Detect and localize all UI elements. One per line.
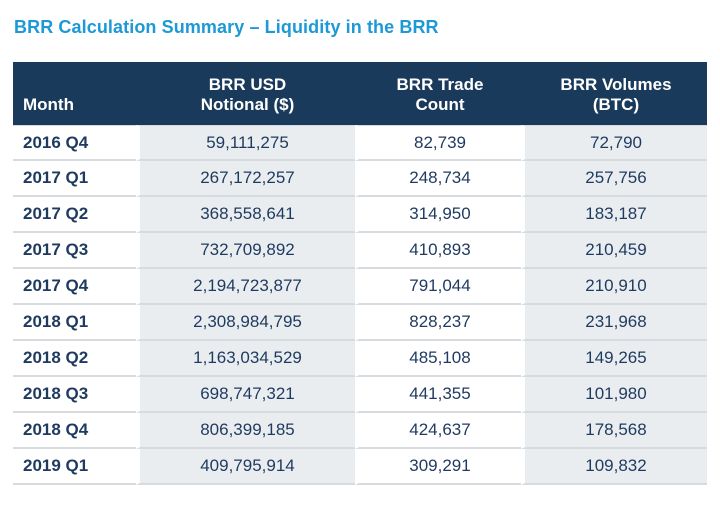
cell-volumes-btc: 101,980 <box>521 377 707 413</box>
cell-usd-notional: 1,163,034,529 <box>136 341 355 377</box>
column-header-volumes-btc: BRR Volumes (BTC) <box>521 62 707 125</box>
cell-month: 2018 Q2 <box>13 341 136 377</box>
cell-month: 2018 Q1 <box>13 305 136 341</box>
cell-month: 2017 Q2 <box>13 197 136 233</box>
cell-trade-count: 309,291 <box>355 449 521 485</box>
cell-trade-count: 791,044 <box>355 269 521 305</box>
cell-usd-notional: 267,172,257 <box>136 161 355 197</box>
cell-month: 2019 Q1 <box>13 449 136 485</box>
column-header-trade-count: BRR Trade Count <box>355 62 521 125</box>
cell-volumes-btc: 183,187 <box>521 197 707 233</box>
cell-trade-count: 424,637 <box>355 413 521 449</box>
cell-month: 2016 Q4 <box>13 125 136 161</box>
cell-month: 2017 Q1 <box>13 161 136 197</box>
cell-trade-count: 441,355 <box>355 377 521 413</box>
cell-usd-notional: 2,194,723,877 <box>136 269 355 305</box>
table-row: 2018 Q2 1,163,034,529 485,108 149,265 <box>13 341 707 377</box>
cell-month: 2018 Q3 <box>13 377 136 413</box>
cell-usd-notional: 732,709,892 <box>136 233 355 269</box>
cell-volumes-btc: 210,910 <box>521 269 707 305</box>
cell-month: 2017 Q3 <box>13 233 136 269</box>
cell-month: 2017 Q4 <box>13 269 136 305</box>
cell-volumes-btc: 257,756 <box>521 161 707 197</box>
cell-trade-count: 248,734 <box>355 161 521 197</box>
cell-trade-count: 828,237 <box>355 305 521 341</box>
cell-volumes-btc: 149,265 <box>521 341 707 377</box>
cell-volumes-btc: 178,568 <box>521 413 707 449</box>
cell-trade-count: 314,950 <box>355 197 521 233</box>
brr-liquidity-table: Month BRR USD Notional ($) BRR Trade Cou… <box>13 62 707 485</box>
cell-volumes-btc: 210,459 <box>521 233 707 269</box>
cell-usd-notional: 2,308,984,795 <box>136 305 355 341</box>
cell-month: 2018 Q4 <box>13 413 136 449</box>
cell-trade-count: 410,893 <box>355 233 521 269</box>
cell-volumes-btc: 72,790 <box>521 125 707 161</box>
table-row: 2017 Q1 267,172,257 248,734 257,756 <box>13 161 707 197</box>
cell-usd-notional: 698,747,321 <box>136 377 355 413</box>
table-row: 2018 Q1 2,308,984,795 828,237 231,968 <box>13 305 707 341</box>
column-header-usd-notional: BRR USD Notional ($) <box>136 62 355 125</box>
cell-usd-notional: 368,558,641 <box>136 197 355 233</box>
table-row: 2019 Q1 409,795,914 309,291 109,832 <box>13 449 707 485</box>
table-row: 2017 Q4 2,194,723,877 791,044 210,910 <box>13 269 707 305</box>
cell-volumes-btc: 231,968 <box>521 305 707 341</box>
table-row: 2017 Q2 368,558,641 314,950 183,187 <box>13 197 707 233</box>
table-row: 2016 Q4 59,111,275 82,739 72,790 <box>13 125 707 161</box>
table-row: 2018 Q3 698,747,321 441,355 101,980 <box>13 377 707 413</box>
cell-usd-notional: 806,399,185 <box>136 413 355 449</box>
cell-trade-count: 82,739 <box>355 125 521 161</box>
page-title: BRR Calculation Summary – Liquidity in t… <box>14 17 439 37</box>
cell-trade-count: 485,108 <box>355 341 521 377</box>
header-row: Month BRR USD Notional ($) BRR Trade Cou… <box>13 62 707 125</box>
cell-usd-notional: 409,795,914 <box>136 449 355 485</box>
table-row: 2018 Q4 806,399,185 424,637 178,568 <box>13 413 707 449</box>
cell-usd-notional: 59,111,275 <box>136 125 355 161</box>
column-header-month: Month <box>13 62 136 125</box>
table-row: 2017 Q3 732,709,892 410,893 210,459 <box>13 233 707 269</box>
cell-volumes-btc: 109,832 <box>521 449 707 485</box>
